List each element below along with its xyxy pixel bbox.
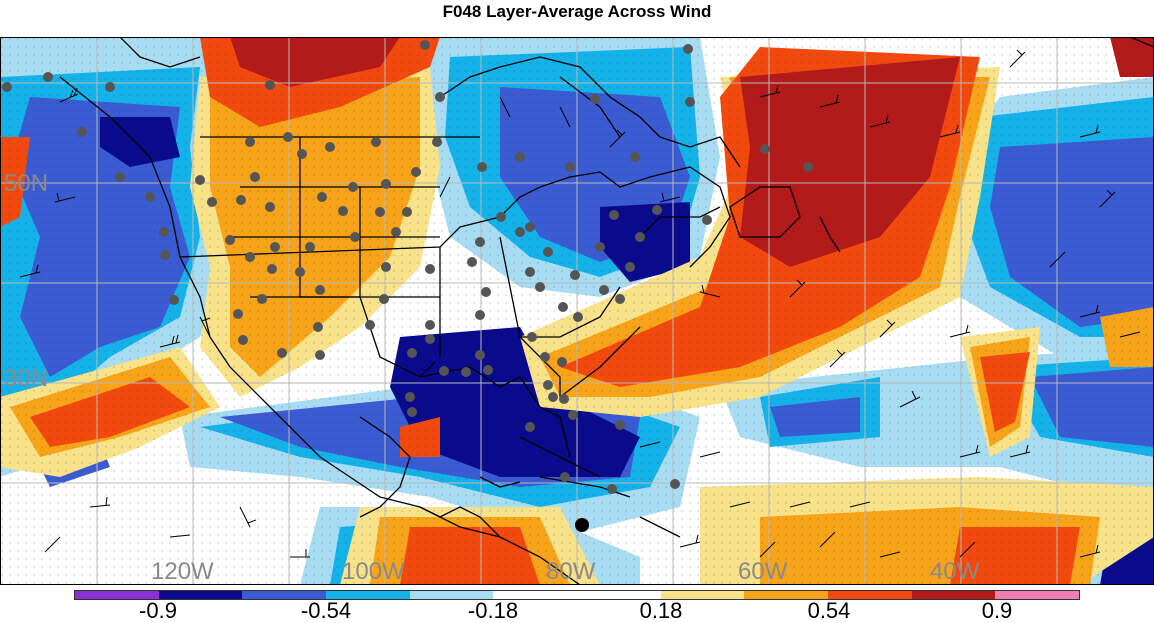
colorbar-segment-1: [158, 591, 243, 599]
map-title: F048 Layer-Average Across Wind: [442, 2, 712, 21]
lon-label-60w: 60W: [738, 558, 788, 585]
colorbar-segment-5: [493, 591, 578, 599]
colorbar-segment-10: [911, 591, 996, 599]
weather-map: 50N 30N 120W 100W 80W 60W 40W: [0, 37, 1154, 585]
lat-label-50n: 50N: [4, 170, 48, 197]
colorbar-segment-11: [995, 591, 1080, 599]
wind-barbs: [19, 49, 1141, 558]
colorbar-label-0-18: 0.18: [639, 598, 683, 623]
colorbar-segment-9: [828, 591, 912, 599]
colorbar-segment-7: [660, 591, 745, 599]
colorbar-label-0-54: 0.54: [807, 598, 851, 623]
station-markers: [2, 40, 813, 494]
colorbar-segment-2: [242, 591, 327, 599]
colorbar: [74, 590, 1080, 600]
colorbar-segment-3: [326, 591, 410, 599]
colorbar-segment-6: [577, 591, 661, 599]
lat-label-30n: 30N: [4, 365, 48, 392]
lon-label-40w: 40W: [930, 558, 980, 585]
colorbar-label-neg-0-54: -0.54: [300, 598, 352, 623]
lon-label-80w: 80W: [546, 558, 596, 585]
highlight-station-marker: [575, 518, 589, 532]
colorbar-label-0-9: 0.9: [981, 598, 1013, 623]
colorbar-label-neg-0-9: -0.9: [139, 598, 177, 623]
lon-label-120w: 120W: [151, 558, 214, 585]
colorbar-segment-4: [409, 591, 494, 599]
coastlines-and-borders: [59, 37, 1154, 585]
colorbar-label-neg-0-18: -0.18: [467, 598, 519, 623]
lon-label-100w: 100W: [342, 558, 405, 585]
colorbar-segment-0: [75, 591, 159, 599]
colorbar-segment-8: [744, 591, 829, 599]
